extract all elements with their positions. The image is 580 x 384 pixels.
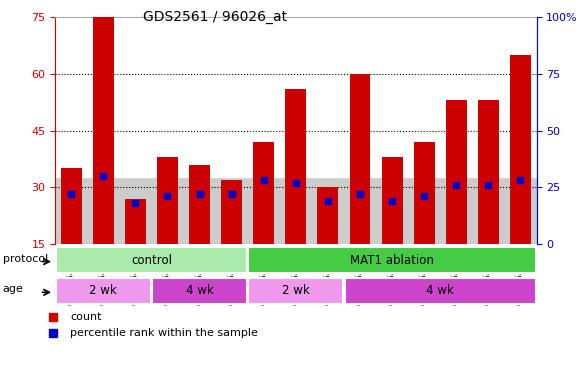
Bar <box>510 55 531 244</box>
Text: count: count <box>70 312 101 322</box>
Text: GDS2561 / 96026_at: GDS2561 / 96026_at <box>143 10 287 23</box>
Bar <box>248 247 536 273</box>
Bar <box>345 278 536 304</box>
Bar <box>125 199 146 244</box>
Bar <box>253 142 274 244</box>
Bar <box>56 247 247 273</box>
Bar <box>152 278 247 304</box>
Bar <box>248 278 343 304</box>
Bar <box>61 168 82 244</box>
Bar <box>93 17 114 244</box>
Bar <box>56 278 151 304</box>
Bar <box>350 74 371 244</box>
Bar <box>55 17 536 177</box>
Bar <box>446 100 467 244</box>
Text: 2 wk: 2 wk <box>89 285 117 297</box>
Bar <box>189 165 210 244</box>
Text: age: age <box>3 285 24 295</box>
Bar <box>414 142 434 244</box>
Bar <box>317 187 338 244</box>
Text: 4 wk: 4 wk <box>426 285 454 297</box>
Bar <box>157 157 178 244</box>
Bar <box>382 157 403 244</box>
Text: protocol: protocol <box>3 254 48 264</box>
Text: MAT1 ablation: MAT1 ablation <box>350 254 434 266</box>
Bar <box>221 180 242 244</box>
Bar <box>478 100 499 244</box>
Text: control: control <box>131 254 172 266</box>
Text: percentile rank within the sample: percentile rank within the sample <box>70 328 258 338</box>
Text: 2 wk: 2 wk <box>282 285 310 297</box>
Bar <box>285 89 306 244</box>
Text: 4 wk: 4 wk <box>186 285 213 297</box>
